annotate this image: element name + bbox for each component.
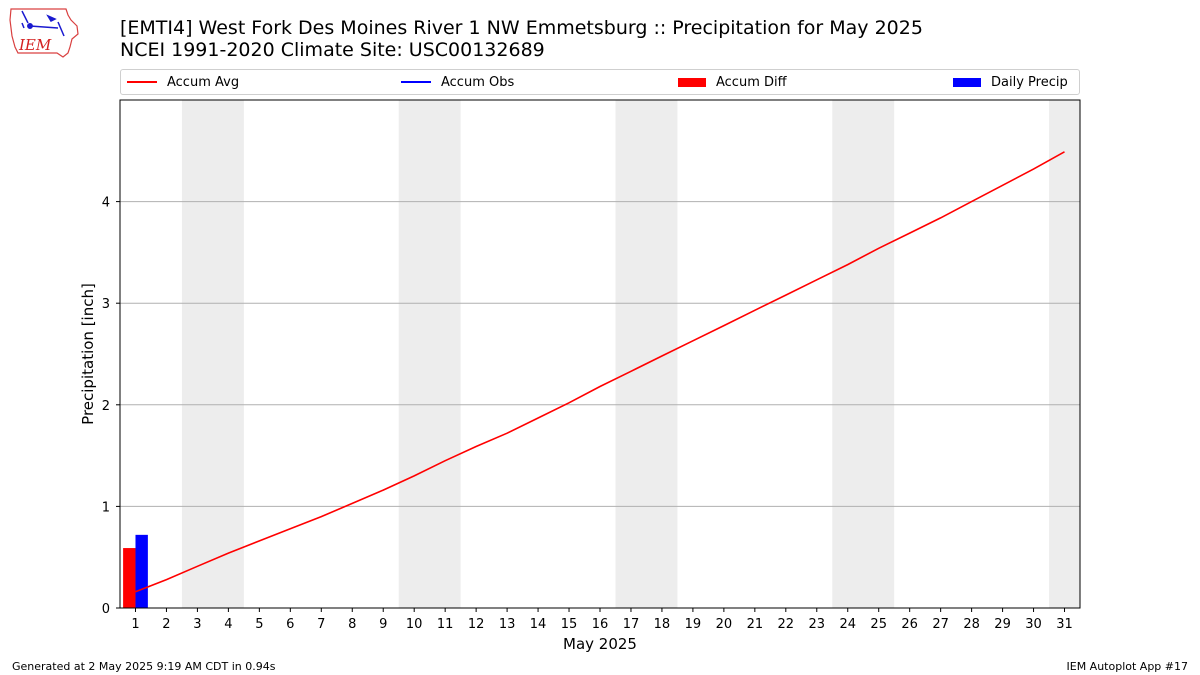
x-tick-label: 21 [747,617,764,632]
y-tick-label: 4 [102,196,110,211]
y-axis: 0 1 2 3 4 [102,196,120,617]
legend-swatch-daily-precip [953,77,981,87]
x-tick-label: 19 [685,617,702,632]
weekend-band [832,100,895,608]
x-tick-label: 30 [1025,617,1042,632]
bar-daily-precip [135,534,148,608]
x-tick-label: 6 [286,617,294,632]
title-line-2: NCEI 1991-2020 Climate Site: USC00132689 [120,39,545,61]
x-tick-label: 23 [809,617,826,632]
legend-label-accum-avg: Accum Avg [167,74,240,90]
weekend-band [615,100,678,608]
x-tick-label: 13 [499,617,516,632]
bar-accum-diff [123,548,136,608]
x-tick-label: 29 [994,617,1011,632]
legend-label-daily-precip: Daily Precip [991,74,1068,90]
x-tick-label: 25 [870,617,887,632]
logo-text: IEM [18,36,52,54]
x-tick-label: 3 [193,617,201,632]
x-tick-label: 17 [623,617,640,632]
title-line-1: [EMTI4] West Fork Des Moines River 1 NW … [120,17,923,39]
legend-label-accum-diff: Accum Diff [716,74,787,90]
x-tick-label: 27 [932,617,949,632]
legend-item-daily-precip: Daily Precip [953,70,1068,94]
x-tick-label: 12 [468,617,485,632]
footer-generated: Generated at 2 May 2025 9:19 AM CDT in 0… [12,660,276,673]
weekend-band [181,100,244,608]
grid-lines [120,201,1080,507]
legend-swatch-accum-diff [678,77,706,87]
x-axis: 1 2 3 4 5 6 7 8 9 10 11 12 13 14 15 16 17 18 19 20 21 22 23 24 2… [131,608,1073,632]
footer-app: IEM Autoplot App #17 [1066,660,1189,673]
x-tick-label: 5 [255,617,263,632]
y-tick-label: 0 [102,602,110,617]
y-tick-label: 1 [102,500,110,515]
line-accum-avg [135,151,1065,593]
bar-layer [123,534,148,608]
legend-label-accum-obs: Accum Obs [441,74,515,90]
x-tick-label: 10 [406,617,423,632]
x-tick-label: 28 [963,617,980,632]
x-tick-label: 1 [131,617,139,632]
legend-item-accum-obs: Accum Obs [401,70,514,94]
y-axis-label: Precipitation [inch] [79,283,97,425]
chart-legend: Accum Avg Accum Obs Accum Diff Daily Pre… [120,69,1080,95]
x-tick-label: 15 [561,617,578,632]
x-tick-label: 9 [379,617,387,632]
legend-item-accum-avg: Accum Avg [127,70,239,94]
x-tick-label: 24 [839,617,856,632]
weather-station-icon [21,10,65,37]
x-tick-label: 22 [778,617,795,632]
legend-item-accum-diff: Accum Diff [678,70,787,94]
legend-swatch-accum-obs [401,81,431,83]
x-tick-label: 7 [317,617,325,632]
x-tick-label: 14 [530,617,547,632]
weekend-band [1049,100,1080,608]
weekend-band [398,100,461,608]
x-tick-label: 18 [654,617,671,632]
chart-title: [EMTI4] West Fork Des Moines River 1 NW … [120,17,923,61]
iem-logo: IEM [9,8,79,58]
y-tick-label: 2 [102,399,110,414]
x-tick-label: 8 [348,617,356,632]
plot-frame [119,99,1081,609]
y-tick-label: 3 [102,297,110,312]
weekend-bands [181,100,1080,608]
x-tick-label: 16 [592,617,609,632]
line-layer [135,151,1065,593]
x-tick-label: 26 [901,617,918,632]
x-tick-label: 4 [224,617,232,632]
legend-swatch-accum-avg [127,81,157,83]
x-tick-label: 31 [1056,617,1073,632]
x-axis-label: May 2025 [563,635,637,653]
x-tick-label: 20 [716,617,733,632]
x-tick-label: 11 [437,617,454,632]
x-tick-label: 2 [162,617,170,632]
